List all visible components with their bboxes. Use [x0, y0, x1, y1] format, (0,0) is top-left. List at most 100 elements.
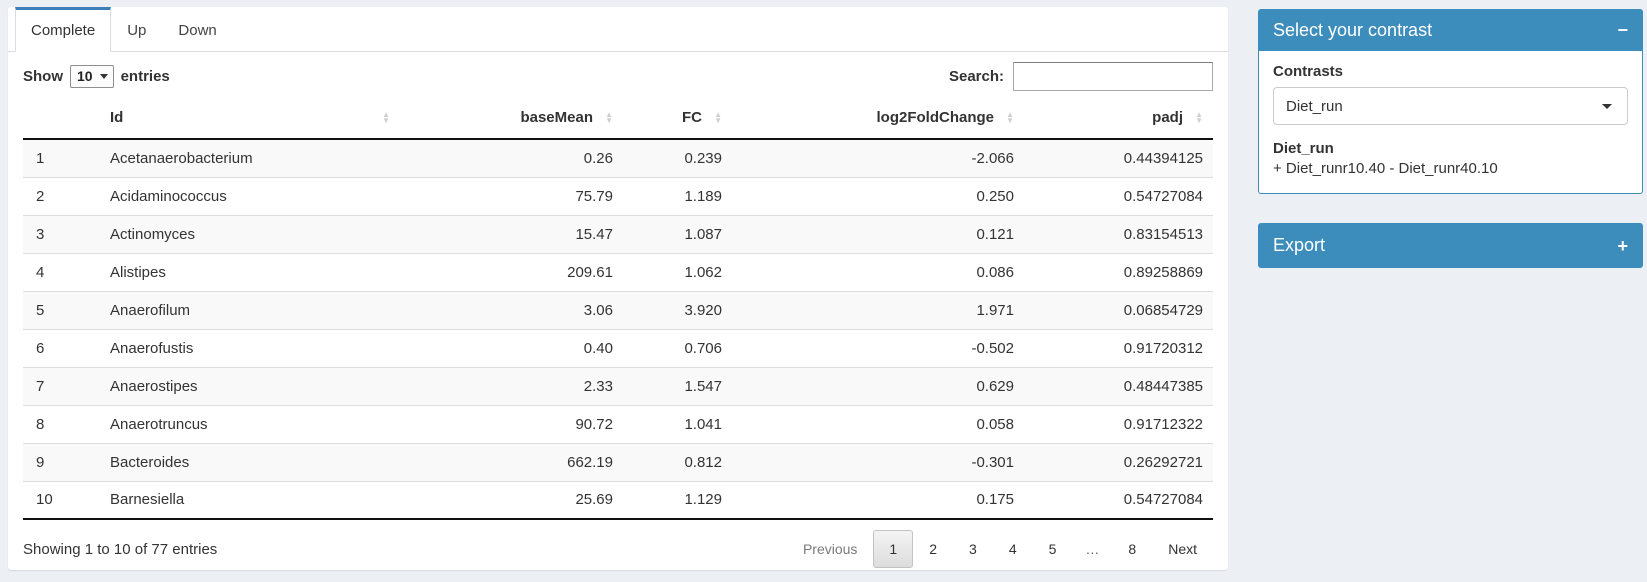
contrast-detail-title: Diet_run: [1273, 140, 1334, 157]
table-row: 7 Anaerostipes 2.33 1.547 0.629 0.48447385: [23, 366, 1213, 405]
table-row: 10 Barnesiella 25.69 1.129 0.175 0.54727084: [23, 480, 1213, 520]
table-controls: Show 10 entries Search:: [8, 52, 1228, 97]
caret-down-icon: [99, 73, 108, 79]
contrast-detail-formula: + Diet_runr10.40 - Diet_runr40.10: [1273, 160, 1498, 177]
page-button-next[interactable]: Next: [1168, 541, 1197, 557]
cell-id: Anaerofustis: [100, 328, 400, 367]
cell-fc: 1.129: [623, 480, 732, 520]
page-button-previous[interactable]: Previous: [802, 541, 858, 557]
cell-basemean: 25.69: [400, 480, 623, 520]
column-header-fc[interactable]: FC: [623, 97, 732, 140]
column-header-basemean-label: baseMean: [520, 109, 593, 126]
page-length-suffix-label: entries: [120, 68, 170, 85]
sort-icon: [1195, 112, 1203, 124]
contrast-select[interactable]: Diet_run: [1273, 87, 1628, 125]
cell-rownum: 7: [23, 366, 100, 405]
table-row: 6 Anaerofustis 0.40 0.706 -0.502 0.91720312: [23, 328, 1213, 367]
results-table-wrap: Id baseMean FC log2FoldChange: [23, 97, 1213, 520]
contrast-box-header: Select your contrast −: [1258, 9, 1643, 51]
collapse-plus-icon[interactable]: +: [1617, 235, 1628, 256]
cell-log2foldchange: -2.066: [971, 149, 1014, 167]
cell-basemean: 0.40: [400, 328, 623, 367]
tab-down-label: Down: [178, 22, 217, 39]
cell-fc: 0.706: [623, 328, 732, 367]
cell-padj: 0.06854729: [1024, 290, 1213, 329]
column-header-id-label: Id: [110, 109, 124, 126]
sort-icon: [605, 112, 613, 124]
cell-padj: 0.54727084: [1024, 176, 1213, 215]
cell-log2foldchange: -0.301: [732, 442, 1024, 481]
page-button-page-5[interactable]: 5: [1048, 541, 1057, 557]
column-header-basemean[interactable]: baseMean: [400, 97, 623, 140]
table-row: 8 Anaerotruncus 90.72 1.041 0.058 0.91712322: [23, 404, 1213, 443]
table-row: 9 Bacteroides 662.19 0.812 -0.301 0.26292721: [23, 442, 1213, 481]
column-header-log2foldchange[interactable]: log2FoldChange: [732, 97, 1024, 140]
column-header-padj[interactable]: padj: [1024, 97, 1213, 140]
cell-id: Anaerotruncus: [100, 404, 400, 443]
cell-padj: 0.48447385: [1024, 366, 1213, 405]
contrast-box-body: Contrasts Diet_run Diet_run + Diet_runr1…: [1258, 51, 1643, 194]
sort-icon: [382, 112, 390, 124]
cell-padj: 0.91712322: [1024, 404, 1213, 443]
cell-log2foldchange: 0.086: [732, 252, 1024, 291]
results-card: Complete Up Down Show 10 entries Search:: [8, 7, 1228, 570]
tab-up-label: Up: [127, 22, 147, 39]
cell-log2foldchange: 0.629: [732, 366, 1024, 405]
cell-basemean: 75.79: [400, 176, 623, 215]
table-row: 2 Acidaminococcus 75.79 1.189 0.250 0.5472708…: [23, 176, 1213, 215]
column-header-id[interactable]: Id: [100, 97, 400, 140]
cell-rownum: 6: [23, 328, 100, 367]
contrast-box: Select your contrast − Contrasts Diet_ru…: [1258, 9, 1643, 194]
sort-icon: [714, 112, 722, 124]
page-button-page-8[interactable]: 8: [1128, 541, 1137, 557]
cell-basemean: 0.26: [583, 149, 613, 167]
table-footer: Showing 1 to 10 of 77 entries Previous 1 2…: [8, 520, 1228, 568]
cell-id: Bacteroides: [100, 442, 400, 481]
table-row: 1 Acetanaerobacterium 0.26 0.239 -2.066 0.443…: [23, 139, 1213, 177]
cell-basemean: 662.19: [400, 442, 623, 481]
cell-basemean: 3.06: [400, 290, 623, 329]
cell-fc: 1.547: [623, 366, 732, 405]
page-length-prefix-label: Show: [23, 68, 63, 85]
page-button-page-1[interactable]: 1: [873, 530, 914, 568]
cell-id: Actinomyces: [100, 214, 400, 253]
collapse-minus-icon[interactable]: −: [1617, 20, 1628, 40]
cell-rownum: 10: [23, 480, 100, 520]
caret-down-icon: [1602, 103, 1612, 109]
column-header-fc-label: FC: [682, 109, 702, 126]
column-header-log2foldchange-label: log2FoldChange: [876, 109, 995, 126]
cell-fc: 1.087: [623, 214, 732, 253]
cell-rownum: 4: [23, 252, 100, 291]
cell-basemean: 90.72: [400, 404, 623, 443]
export-box-title: Export: [1273, 235, 1326, 255]
page-button-page-4[interactable]: 4: [1008, 541, 1017, 557]
page-length-select[interactable]: 10: [70, 65, 114, 88]
contrast-select-value: Diet_run: [1286, 97, 1343, 115]
tab-complete[interactable]: Complete: [15, 7, 112, 52]
search-label: Search:: [948, 68, 1004, 85]
cell-fc: 3.920: [623, 290, 732, 329]
search-control: Search:: [949, 62, 1213, 91]
cell-rownum: 3: [23, 214, 100, 253]
page-button-page-2[interactable]: 2: [929, 541, 938, 557]
tab-complete-label: Complete: [31, 22, 96, 39]
cell-log2foldchange: 0.121: [732, 214, 1024, 253]
table-row: 5 Anaerofilum 3.06 3.920 1.971 0.06854729: [23, 290, 1213, 329]
cell-log2foldchange: -0.502: [732, 328, 1024, 367]
tab-down[interactable]: Down: [162, 7, 232, 52]
cell-fc: 1.062: [623, 252, 732, 291]
cell-rownum: 5: [23, 290, 100, 329]
page-button-ellipsis: …: [1085, 541, 1100, 557]
column-header-rownum: [23, 97, 100, 140]
cell-basemean: 209.61: [400, 252, 623, 291]
table-info: Showing 1 to 10 of 77 entries: [23, 540, 218, 558]
page-button-page-3[interactable]: 3: [969, 541, 977, 557]
cell-basemean: 2.33: [400, 366, 623, 405]
cell-fc: 1.189: [623, 176, 732, 215]
cell-id: Alistipes: [100, 252, 400, 291]
search-input[interactable]: [1013, 62, 1213, 91]
tab-up[interactable]: Up: [111, 7, 162, 52]
tab-bar: Complete Up Down: [8, 7, 1228, 52]
cell-id: Anaerofilum: [100, 290, 400, 329]
page-length-value: 10: [77, 68, 93, 84]
